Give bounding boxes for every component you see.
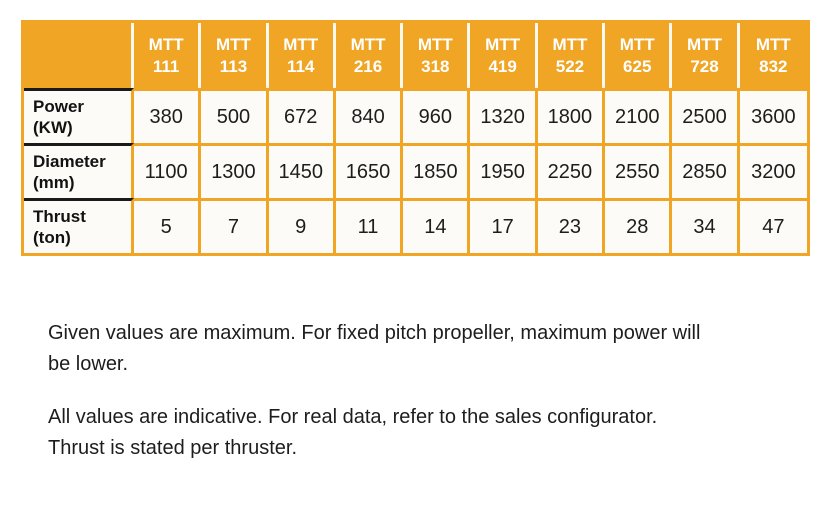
model-number: 113 [219,56,248,76]
table-cell: 672 [268,88,336,143]
table-cell: 3600 [739,88,807,143]
row-label-unit: (ton) [33,228,71,247]
table-cell: 1320 [470,88,538,143]
table-cell: 2100 [605,88,673,143]
model-number: 114 [287,56,315,76]
note-line: be lower. [48,353,129,375]
column-header-mtt-114: MTT 114 [268,23,336,88]
model-series: MTT [619,34,655,54]
column-header-mtt-832: MTT 832 [739,23,807,88]
column-header-mtt-216: MTT 216 [335,23,404,88]
table-cell: 7 [201,198,269,253]
model-number: 216 [353,56,383,76]
column-header-mtt-111: MTT 111 [134,23,202,88]
thruster-spec-table: MTT 111 MTT 113 MTT 114 MTT 216 [24,23,807,253]
model-number: 111 [152,56,180,76]
table-cell: 34 [672,198,740,253]
table-cell: 1300 [201,143,269,198]
table-row-diameter: Diameter (mm) 1100 1300 1450 1650 1850 1… [24,143,807,198]
table-cell: 1800 [537,88,606,143]
model-number: 832 [759,56,788,76]
note-indicative-values: All values are indicative. For real data… [48,402,657,464]
table-cell: 11 [335,198,404,253]
row-label-text: Thrust [33,207,86,226]
table-cell: 2850 [672,143,740,198]
model-series: MTT [485,34,521,54]
model-series: MTT [148,34,184,54]
table-cell: 14 [403,198,471,253]
column-header-mtt-625: MTT 625 [605,23,673,88]
table-cell: 1450 [268,143,336,198]
column-header-mtt-113: MTT 113 [201,23,269,88]
model-number: 625 [623,56,652,76]
model-number: 419 [488,56,517,76]
table-cell: 960 [403,88,471,143]
row-label-unit: (mm) [33,173,75,192]
table-cell: 9 [268,198,336,253]
model-number: 728 [690,56,719,76]
table-row-power: Power (KW) 380 500 672 840 960 1320 1800… [24,88,807,143]
model-number: 318 [421,56,450,76]
row-label-text: Power [33,97,85,116]
model-series: MTT [687,34,722,54]
model-series: MTT [552,34,588,54]
column-header-mtt-318: MTT 318 [403,23,471,88]
model-series: MTT [350,34,386,54]
table-cell: 5 [134,198,202,253]
table-cell: 17 [470,198,538,253]
table-cell: 1950 [470,143,538,198]
note-line: Thrust is stated per thruster. [48,437,297,459]
table-cell: 500 [201,88,269,143]
table-row-thrust: Thrust (ton) 5 7 9 11 14 17 23 28 34 47 [24,198,807,253]
table-cell: 1850 [403,143,471,198]
thruster-spec-table-frame: MTT 111 MTT 113 MTT 114 MTT 216 [21,20,810,256]
table-cell: 2500 [672,88,740,143]
table-cell: 3200 [739,143,807,198]
model-series: MTT [755,34,791,54]
table-cell: 28 [605,198,673,253]
table-cell: 23 [537,198,606,253]
table-cell: 47 [739,198,807,253]
model-number: 522 [555,56,585,76]
row-label-diameter: Diameter (mm) [24,143,134,198]
table-cell: 2250 [537,143,606,198]
table-cell: 1100 [134,143,202,198]
table-cell: 2550 [605,143,673,198]
row-label-power: Power (KW) [24,88,134,143]
table-cell: 840 [335,88,404,143]
table-cell: 1650 [335,143,404,198]
column-header-mtt-522: MTT 522 [537,23,606,88]
note-line: Given values are maximum. For fixed pitc… [48,322,701,344]
corner-cell [24,23,134,88]
row-label-unit: (KW) [33,118,73,137]
model-series: MTT [215,34,251,54]
row-label-thrust: Thrust (ton) [24,198,134,253]
row-label-text: Diameter [33,152,106,171]
model-series: MTT [283,34,319,54]
model-series: MTT [417,34,453,54]
note-line: All values are indicative. For real data… [48,406,658,428]
column-header-mtt-728: MTT 728 [672,23,740,88]
note-max-values: Given values are maximum. For fixed pitc… [48,318,700,380]
table-cell: 380 [134,88,202,143]
column-header-mtt-419: MTT 419 [470,23,538,88]
table-header-row: MTT 111 MTT 113 MTT 114 MTT 216 [24,23,807,88]
